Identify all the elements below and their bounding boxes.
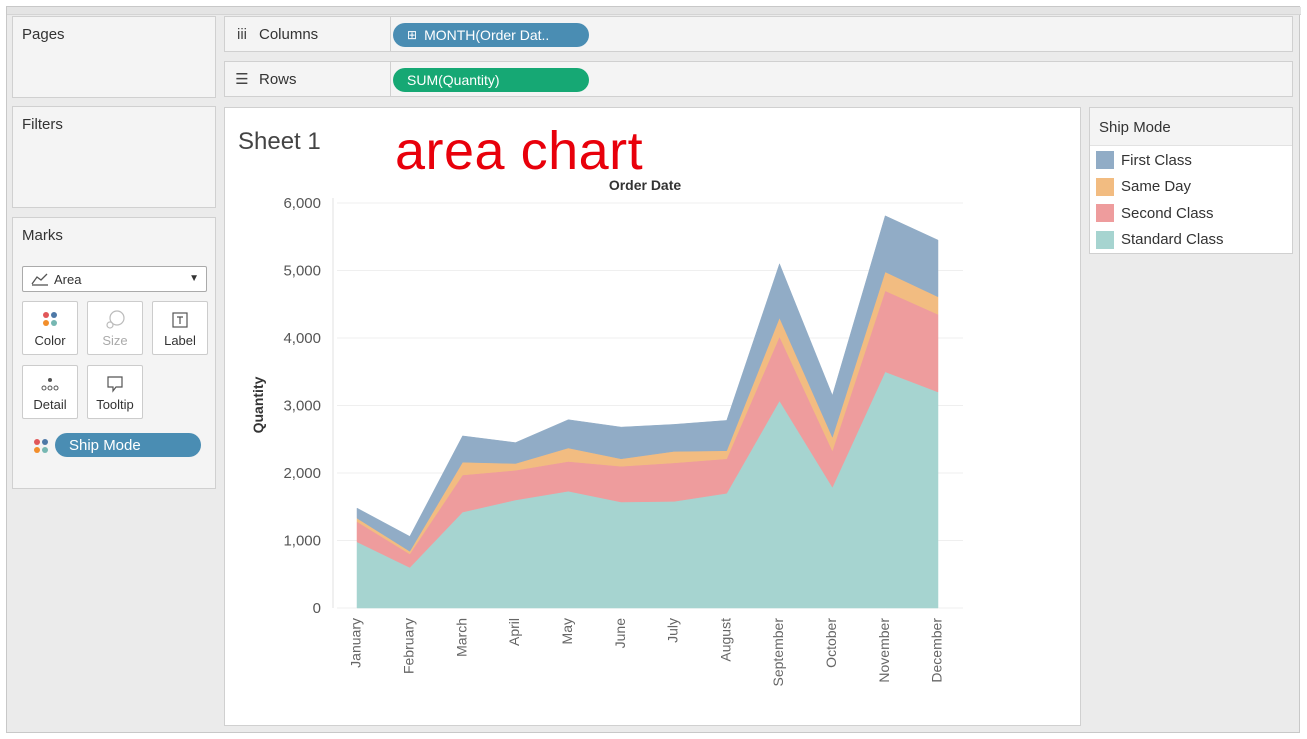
y-axis-title: Quantity xyxy=(250,376,266,433)
legend-label: Same Day xyxy=(1121,178,1192,195)
y-tick-label: 3,000 xyxy=(283,398,321,415)
area-chart-icon xyxy=(31,272,49,286)
label-button-label: Label xyxy=(164,333,196,348)
legend-item[interactable]: Standard Class xyxy=(1096,230,1224,250)
detail-button[interactable]: Detail xyxy=(22,365,78,419)
y-tick-label: 2,000 xyxy=(283,465,321,482)
legend-swatch xyxy=(1096,177,1114,196)
columns-pill-label: MONTH(Order Dat.. xyxy=(424,27,550,43)
color-button[interactable]: Color xyxy=(22,301,78,355)
shelf-divider xyxy=(390,17,391,51)
y-tick-label: 1,000 xyxy=(283,533,321,550)
filters-card[interactable]: Filters xyxy=(12,106,216,208)
sheet-title: Sheet 1 xyxy=(238,128,321,155)
shelf-divider xyxy=(390,62,391,96)
tooltip-button-label: Tooltip xyxy=(96,397,134,412)
size-button[interactable]: Size xyxy=(87,301,143,355)
marks-card: Marks Area ▼ Color Size Label xyxy=(12,217,216,489)
legend-label: Second Class xyxy=(1121,204,1214,222)
detail-dots-icon xyxy=(23,374,77,394)
pages-title: Pages xyxy=(22,26,65,43)
x-tick-label: August xyxy=(717,618,733,662)
x-tick-label: December xyxy=(929,618,945,683)
legend-title: Ship Mode xyxy=(1090,108,1292,146)
x-tick-label: May xyxy=(559,618,575,644)
area-chart: 0 1,000 2,000 3,000 4,000 5,000 6,000 January Fe… xyxy=(250,177,963,687)
rows-shelf[interactable]: ☰ Rows SUM(Quantity) xyxy=(224,61,1293,97)
rows-shelf-label-area: ☰ Rows xyxy=(233,62,383,96)
x-tick-label: July xyxy=(665,618,681,643)
month-order-date-pill[interactable]: ⊞ MONTH(Order Dat.. xyxy=(393,23,589,47)
tooltip-icon xyxy=(88,374,142,394)
legend-swatch xyxy=(1096,151,1114,169)
x-tick-label: November xyxy=(876,618,892,683)
color-button-label: Color xyxy=(34,333,66,348)
rows-label: Rows xyxy=(259,70,297,88)
y-tick-label: 5,000 xyxy=(283,263,321,280)
y-tick-label: 6,000 xyxy=(283,195,321,212)
mark-type-dropdown[interactable]: Area ▼ xyxy=(22,266,207,292)
columns-shelf-label-area: iii Columns xyxy=(233,17,383,51)
columns-shelf[interactable]: iii Columns ⊞ MONTH(Order Dat.. xyxy=(224,16,1293,52)
top-axis-title: Order Date xyxy=(609,177,682,193)
columns-icon: iii xyxy=(237,25,247,43)
expand-plus-icon: ⊞ xyxy=(407,28,418,42)
rows-pill-label: SUM(Quantity) xyxy=(407,72,500,88)
x-tick-label: June xyxy=(612,618,628,649)
marks-title: Marks xyxy=(22,227,63,244)
label-button[interactable]: Label xyxy=(152,301,208,355)
x-tick-label: March xyxy=(453,618,469,657)
tableau-workspace: Pages Filters Marks Area ▼ Color Size xyxy=(6,6,1301,733)
columns-label: Columns xyxy=(259,25,319,43)
legend-item[interactable]: Same Day xyxy=(1096,177,1191,197)
x-tick-label: February xyxy=(401,618,417,674)
sum-quantity-pill[interactable]: SUM(Quantity) xyxy=(393,68,589,92)
color-encoding-icon xyxy=(31,436,51,461)
ship-mode-pill-label: Ship Mode xyxy=(69,436,141,454)
rows-icon: ☰ xyxy=(235,71,249,88)
sheet-view: Sheet 1 area chart 0 1,000 2,000 3,000 4,000… xyxy=(224,107,1081,726)
x-tick-label: April xyxy=(506,618,522,646)
legend-swatch xyxy=(1096,230,1114,249)
y-tick-label: 0 xyxy=(313,600,321,617)
legend-item[interactable]: Second Class xyxy=(1096,203,1214,223)
size-icon xyxy=(88,310,142,330)
pages-card[interactable]: Pages xyxy=(12,16,216,98)
legend-label: Standard Class xyxy=(1121,231,1224,248)
x-tick-label: January xyxy=(348,618,364,668)
ship-mode-legend: Ship Mode First Class Same Day Second Clas… xyxy=(1089,107,1293,254)
text-label-icon xyxy=(153,310,207,330)
legend-item[interactable]: First Class xyxy=(1096,150,1192,170)
x-tick-label: September xyxy=(770,618,786,687)
filters-title: Filters xyxy=(22,116,63,133)
overlay-caption: area chart xyxy=(395,121,644,181)
color-dots-icon xyxy=(23,310,77,330)
ship-mode-color-pill[interactable]: Ship Mode xyxy=(55,433,201,457)
chevron-down-icon: ▼ xyxy=(189,273,199,284)
size-button-label: Size xyxy=(102,333,128,348)
mark-type-label: Area xyxy=(54,271,82,287)
tooltip-button[interactable]: Tooltip xyxy=(87,365,143,419)
toolbar-strip xyxy=(7,7,1301,15)
detail-button-label: Detail xyxy=(33,397,67,412)
x-tick-label: October xyxy=(823,618,839,668)
legend-label: First Class xyxy=(1121,151,1192,169)
area-series-first-class xyxy=(356,215,939,552)
y-tick-label: 4,000 xyxy=(283,330,321,347)
legend-swatch xyxy=(1096,204,1114,222)
